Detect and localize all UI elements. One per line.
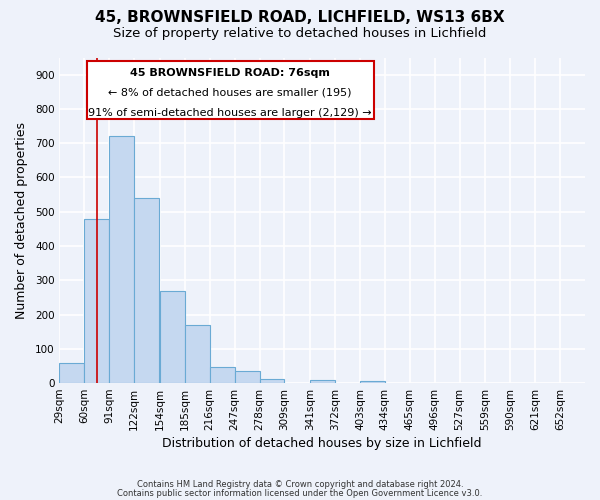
Text: 91% of semi-detached houses are larger (2,129) →: 91% of semi-detached houses are larger (… [88,108,372,118]
Bar [260,378,284,383]
Bar [210,366,235,383]
Bar [85,218,109,383]
Text: Contains HM Land Registry data © Crown copyright and database right 2024.: Contains HM Land Registry data © Crown c… [137,480,463,489]
X-axis label: Distribution of detached houses by size in Lichfield: Distribution of detached houses by size … [163,437,482,450]
Y-axis label: Number of detached properties: Number of detached properties [15,122,28,319]
Text: Contains public sector information licensed under the Open Government Licence v3: Contains public sector information licen… [118,489,482,498]
Text: ← 8% of detached houses are smaller (195): ← 8% of detached houses are smaller (195… [109,88,352,98]
Bar [134,198,159,383]
Bar [59,362,85,383]
Text: 45, BROWNSFIELD ROAD, LICHFIELD, WS13 6BX: 45, BROWNSFIELD ROAD, LICHFIELD, WS13 6B… [95,10,505,25]
Bar [235,371,260,383]
Text: Size of property relative to detached houses in Lichfield: Size of property relative to detached ho… [113,28,487,40]
Text: 45 BROWNSFIELD ROAD: 76sqm: 45 BROWNSFIELD ROAD: 76sqm [130,68,330,78]
Bar [310,380,335,383]
Bar [109,136,134,383]
Bar [185,325,210,383]
FancyBboxPatch shape [87,61,374,119]
Bar [360,380,385,383]
Bar [160,290,185,383]
